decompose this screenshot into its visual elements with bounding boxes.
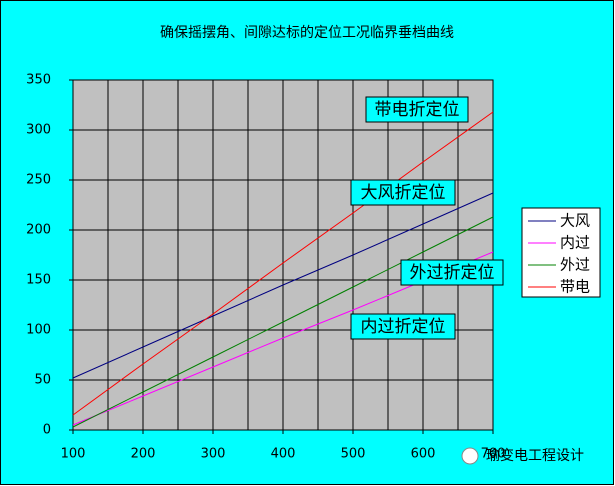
- y-tick-label: 150: [26, 273, 51, 288]
- y-tick-label: 350: [26, 73, 51, 88]
- y-tick-label: 300: [26, 123, 51, 138]
- x-tick-label: 400: [271, 447, 296, 462]
- annotation-box: [350, 313, 456, 340]
- legend-label: 外过: [560, 256, 590, 274]
- x-tick-label: 100: [61, 447, 86, 462]
- series-line: [72, 216, 494, 428]
- y-tick-label: 0: [43, 423, 51, 438]
- chart-title: 确保摇摆角、间隙达标的定位工况临界垂档曲线: [160, 25, 454, 41]
- x-tick-label: 500: [341, 447, 366, 462]
- x-tick-label: 200: [131, 447, 156, 462]
- watermark: 瑜变电工程设计: [486, 448, 584, 464]
- y-tick-label: 50: [34, 373, 51, 388]
- y-tick-label: 250: [26, 173, 51, 188]
- x-tick-label: 600: [411, 447, 436, 462]
- annotation: 带电折定位: [375, 100, 460, 120]
- annotation: 大风折定位: [361, 183, 446, 203]
- y-tick-label: 100: [26, 323, 51, 338]
- series-line: [72, 111, 494, 416]
- watermark-icon: [461, 447, 479, 465]
- annotation-box: [365, 96, 469, 123]
- series-line: [72, 192, 494, 379]
- y-tick-label: 200: [26, 223, 51, 238]
- legend: [521, 207, 601, 298]
- annotation: 内过折定位: [361, 317, 446, 337]
- legend-label: 大风: [560, 212, 590, 230]
- x-tick-label: 300: [201, 447, 226, 462]
- x-tick-label: 700: [481, 447, 506, 462]
- annotation-box: [350, 179, 456, 206]
- plot-border: [72, 79, 494, 431]
- annotation: 外过折定位: [410, 263, 495, 283]
- legend-label: 带电: [560, 278, 590, 296]
- annotation-box: [400, 259, 504, 286]
- legend-label: 内过: [560, 234, 590, 252]
